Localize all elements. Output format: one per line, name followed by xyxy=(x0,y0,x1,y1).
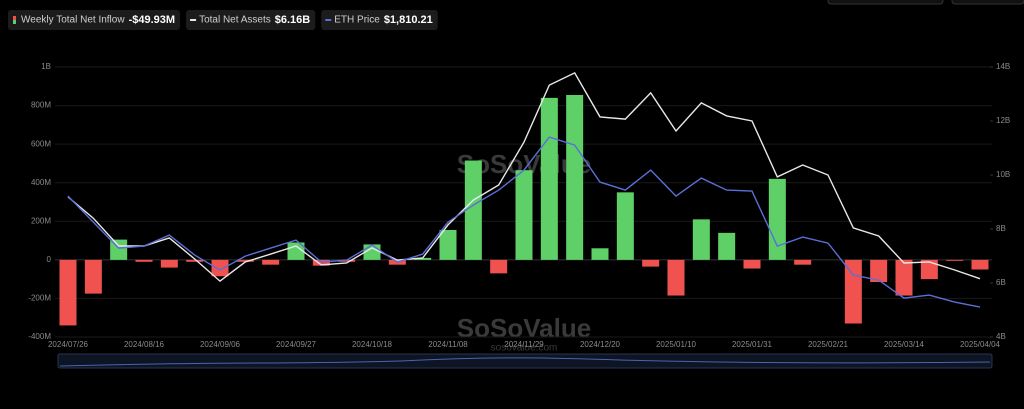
watermark: SoSoValue xyxy=(457,313,591,343)
legend-value: -$49.93M xyxy=(129,14,175,26)
bar xyxy=(439,229,457,260)
y-tick-label: 200M xyxy=(31,216,51,225)
line xyxy=(67,136,981,308)
y2-tick-label: 4B xyxy=(996,332,1006,341)
legend-label: Weekly Total Net Inflow xyxy=(21,15,125,26)
y2-tick-label: 14B xyxy=(996,62,1010,71)
y2-tick-label: 6B xyxy=(996,278,1006,287)
bar xyxy=(338,259,356,262)
x-tick-label: 2025/03/14 xyxy=(884,340,925,349)
x-tick-label: 2024/12/20 xyxy=(580,340,621,349)
bar xyxy=(718,232,736,260)
legend-box xyxy=(8,10,181,30)
toolbar-button[interactable] xyxy=(827,0,944,5)
bar xyxy=(844,259,862,324)
bar xyxy=(84,259,102,294)
bar xyxy=(490,259,508,274)
watermark: sosovalue.com xyxy=(491,343,558,354)
legend-value: $6.16B xyxy=(275,14,311,26)
y-tick-label: 1B xyxy=(41,62,51,71)
bar xyxy=(135,259,153,262)
x-tick-label: 2024/09/06 xyxy=(200,340,241,349)
bar xyxy=(642,259,660,267)
x-tick-label: 2024/08/16 xyxy=(124,340,165,349)
x-tick-label: 2024/09/27 xyxy=(276,340,317,349)
bar xyxy=(540,97,558,260)
x-tick-label: 2025/04/04 xyxy=(960,340,1001,349)
bar xyxy=(692,219,710,260)
legend-label: ETH Price xyxy=(334,15,380,26)
legend-item: Weekly Total Net Inflow -$49.93M xyxy=(8,10,181,30)
line xyxy=(67,71,981,283)
bar xyxy=(946,259,964,261)
x-tick-label: 2025/01/10 xyxy=(656,340,697,349)
bar xyxy=(515,170,533,260)
y2-tick-label: 12B xyxy=(996,116,1010,125)
bar xyxy=(464,160,482,260)
y-tick-label: 600M xyxy=(31,139,51,148)
bar xyxy=(971,259,989,270)
bar xyxy=(667,259,685,296)
bar xyxy=(794,259,812,265)
bar xyxy=(160,259,178,268)
y-tick-label: 0 xyxy=(47,255,52,264)
bar xyxy=(566,94,584,260)
x-tick-label: 2024/10/18 xyxy=(352,340,393,349)
legend-box xyxy=(321,10,438,30)
x-tick-label: 2025/01/31 xyxy=(732,340,773,349)
range-slider[interactable] xyxy=(57,353,993,369)
toolbar-button[interactable] xyxy=(951,0,1024,5)
bar xyxy=(870,259,888,283)
bar xyxy=(616,192,634,260)
x-tick-label: 2024/11/08 xyxy=(428,340,468,349)
legend-item: ETH Price $1,810.21 xyxy=(321,10,438,30)
bar xyxy=(59,259,77,326)
x-tick-label: 2025/02/21 xyxy=(808,340,849,349)
bar xyxy=(211,259,229,277)
bar xyxy=(743,259,761,269)
bar xyxy=(591,248,609,260)
bar xyxy=(768,178,786,260)
y-tick-label: -200M xyxy=(28,294,51,303)
bar xyxy=(236,259,254,262)
bar xyxy=(920,259,938,280)
x-tick-label: 2024/11/29 xyxy=(504,340,544,349)
range-slider-preview xyxy=(59,357,991,367)
legend: Weekly Total Net Inflow -$49.93M Total Net… xyxy=(8,10,438,30)
y-tick-label: -400M xyxy=(28,332,51,341)
y-tick-label: 800M xyxy=(31,101,51,110)
bar xyxy=(414,257,432,260)
bar xyxy=(186,259,204,262)
y2-tick-label: 10B xyxy=(996,170,1010,179)
legend-label: Total Net Assets xyxy=(199,15,271,26)
y-tick-label: 400M xyxy=(31,178,51,187)
bar xyxy=(262,259,280,265)
legend-item: Total Net Assets $6.16B xyxy=(186,10,316,30)
legend-value: $1,810.21 xyxy=(384,14,433,26)
y2-tick-label: 8B xyxy=(996,224,1006,233)
legend-box xyxy=(186,10,316,30)
legend-swatch xyxy=(13,16,16,20)
legend-swatch xyxy=(13,20,16,24)
x-tick-label: 2024/07/26 xyxy=(48,340,89,349)
bar xyxy=(895,259,913,296)
